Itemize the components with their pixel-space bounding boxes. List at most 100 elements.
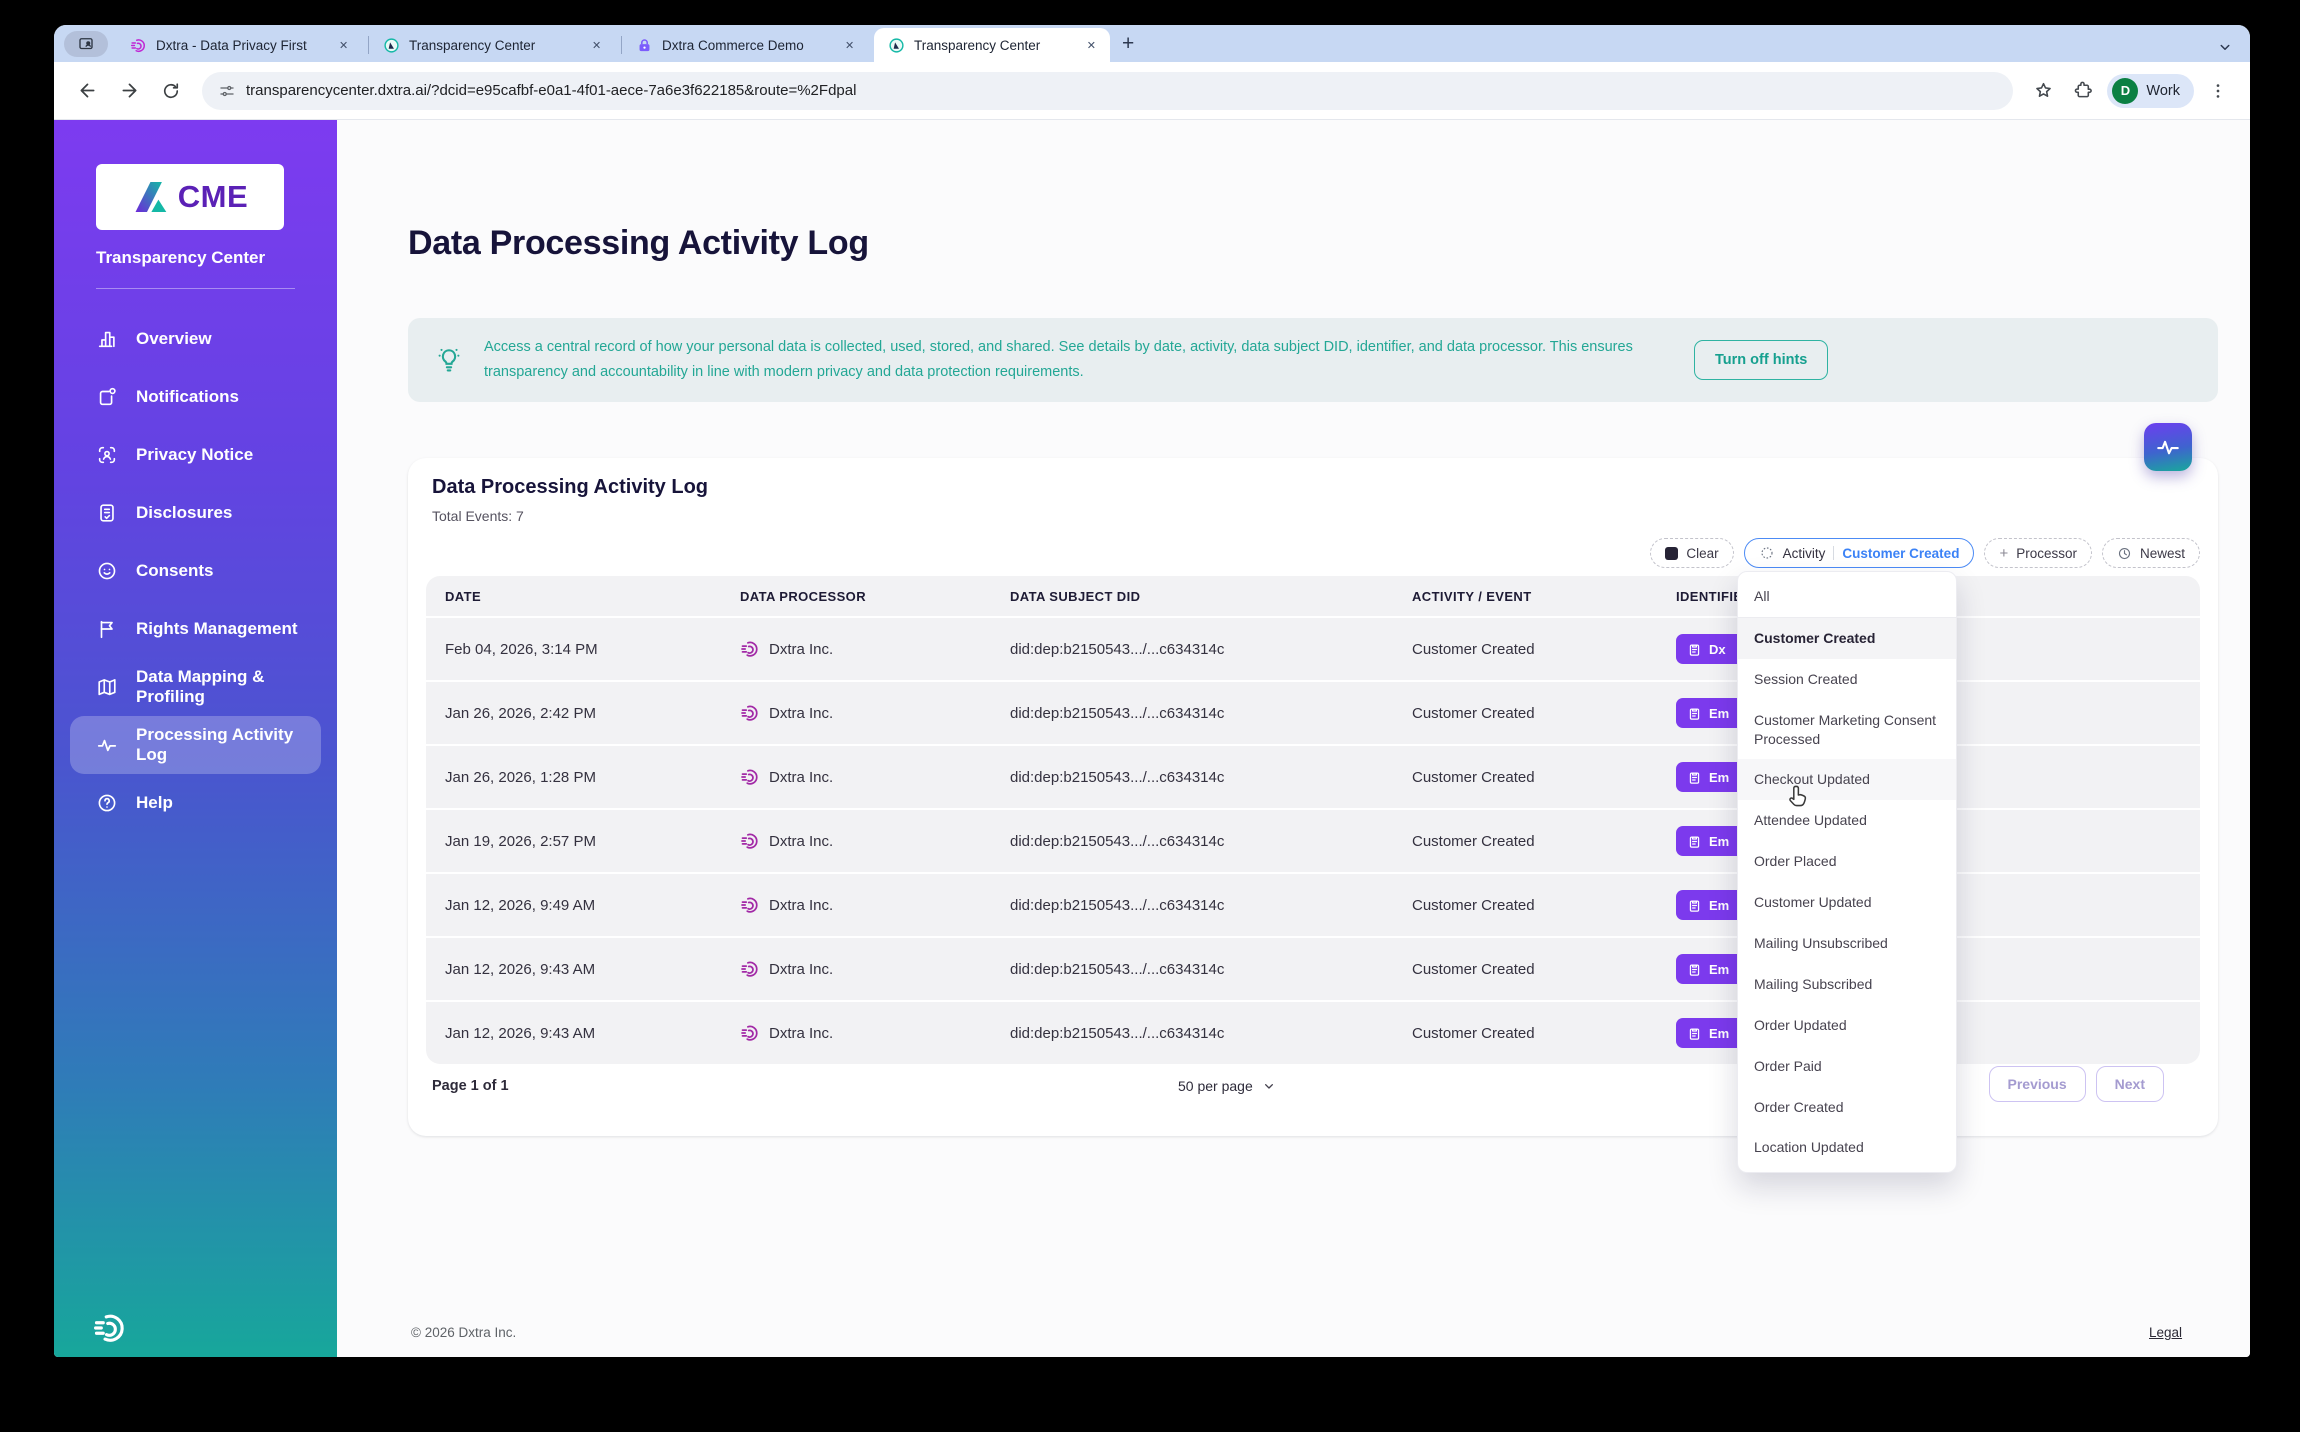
cell-did: did:dep:b2150543.../...c634314c [1010, 1024, 1225, 1042]
sidebar-item-rights-management[interactable]: Rights Management [70, 600, 321, 658]
browser-toolbar: transparencycenter.dxtra.ai/?dcid=e95caf… [54, 62, 2250, 120]
acme-logo-mark-icon [135, 182, 167, 212]
cell-processor: Dxtra Inc. [740, 767, 1010, 787]
dropdown-item-all[interactable]: All [1738, 576, 1956, 618]
cell-activity: Customer Created [1412, 704, 1535, 722]
activity-filter-chip[interactable]: Activity Customer Created [1743, 538, 1975, 568]
page-info: Page 1 of 1 [432, 1078, 509, 1094]
tab-close-icon[interactable]: ✕ [592, 39, 602, 52]
dropdown-item-checkout-updated[interactable]: Checkout Updated [1738, 759, 1956, 801]
dxtra-logo-icon [740, 1023, 760, 1043]
tab-commerce-demo[interactable]: Dxtra Commerce Demo ✕ [622, 28, 874, 62]
dropdown-item-location-updated[interactable]: Location Updated [1754, 1139, 1864, 1156]
tab-close-icon[interactable]: ✕ [1086, 39, 1096, 52]
card-title: Data Processing Activity Log [432, 476, 708, 498]
sidebar-item-help[interactable]: Help [70, 774, 321, 832]
total-events: Total Events: 7 [432, 508, 524, 524]
sidebar-item-notifications[interactable]: Notifications [70, 368, 321, 426]
dropdown-item-order-placed[interactable]: Order Placed [1754, 853, 1837, 870]
browser-menu-icon[interactable] [2202, 75, 2234, 107]
dropdown-item-order-created[interactable]: Order Created [1754, 1098, 1844, 1115]
acme-logo-text: CME [177, 179, 249, 214]
sidebar-item-overview[interactable]: Overview [70, 310, 321, 368]
chip-label: Processor [2016, 545, 2077, 561]
cell-processor: Dxtra Inc. [740, 639, 1010, 659]
dxtra-logo-icon [740, 639, 760, 659]
dropdown-item-customer-marketing-consent-processed[interactable]: Customer Marketing Consent Processed [1754, 711, 1937, 747]
url-text[interactable]: transparencycenter.dxtra.ai/?dcid=e95caf… [246, 82, 857, 99]
dropdown-item-mailing-subscribed[interactable]: Mailing Subscribed [1754, 975, 1873, 992]
previous-button[interactable]: Previous [1988, 1066, 2086, 1102]
clock-icon [2117, 546, 2132, 561]
main-area: Data Processing Activity Log Access a ce… [337, 120, 2250, 1357]
dropdown-item-mailing-unsubscribed[interactable]: Mailing Unsubscribed [1754, 935, 1888, 952]
dropdown-item-session-created[interactable]: Session Created [1754, 670, 1858, 687]
tab-title: Dxtra Commerce Demo [662, 37, 804, 53]
clipboard-icon [1687, 834, 1702, 849]
sidebar-item-label: Notifications [136, 387, 239, 406]
brand-subtitle: Transparency Center [96, 248, 266, 267]
tab-list-chevron-icon[interactable] [2216, 38, 2240, 62]
clipboard-icon [1687, 642, 1702, 657]
reload-button[interactable] [154, 74, 188, 108]
dropdown-item-attendee-updated[interactable]: Attendee Updated [1754, 812, 1867, 829]
tab-title: Dxtra - Data Privacy First [156, 37, 307, 53]
tab-transparency-center-active[interactable]: Transparency Center ✕ [874, 28, 1110, 62]
notification-icon [96, 386, 118, 408]
cell-did: did:dep:b2150543.../...c634314c [1010, 832, 1225, 850]
per-page-select[interactable]: 50 per page [1178, 1078, 1277, 1094]
profile-chip[interactable]: D Work [2107, 73, 2194, 108]
col-date: DATE [445, 588, 482, 604]
sidebar-item-processing-activity-log[interactable]: Processing Activity Log [70, 716, 321, 774]
back-button[interactable] [70, 74, 104, 108]
next-button[interactable]: Next [2095, 1066, 2164, 1102]
turn-off-hints-button[interactable]: Turn off hints [1694, 340, 1829, 380]
extensions-icon[interactable] [2067, 75, 2099, 107]
activity-log-fab[interactable] [2144, 423, 2192, 471]
privacy-person-icon [96, 444, 118, 466]
dropdown-item-customer-updated[interactable]: Customer Updated [1754, 894, 1872, 911]
dxtra-favicon [130, 37, 147, 54]
new-tab-button[interactable]: + [1122, 32, 1135, 55]
tab-close-icon[interactable]: ✕ [339, 39, 349, 52]
tab-close-icon[interactable]: ✕ [845, 39, 855, 52]
sidebar-item-label: Overview [136, 329, 212, 348]
col-processor: DATA PROCESSOR [740, 588, 866, 604]
tab-search-button[interactable] [64, 31, 108, 57]
cell-did: did:dep:b2150543.../...c634314c [1010, 768, 1225, 786]
clipboard-icon [1687, 706, 1702, 721]
sidebar-item-data-mapping[interactable]: Data Mapping & Profiling [70, 658, 321, 716]
dxtra-logo-icon [740, 831, 760, 851]
site-settings-icon[interactable] [218, 82, 236, 100]
dropdown-item-order-paid[interactable]: Order Paid [1754, 1057, 1822, 1074]
cell-processor: Dxtra Inc. [740, 959, 1010, 979]
address-bar[interactable]: transparencycenter.dxtra.ai/?dcid=e95caf… [202, 71, 2014, 110]
cell-did: did:dep:b2150543.../...c634314c [1010, 704, 1225, 722]
clipboard-icon [1687, 1026, 1702, 1041]
cell-processor: Dxtra Inc. [740, 1023, 1010, 1043]
tab-dxtra-privacy[interactable]: Dxtra - Data Privacy First ✕ [116, 28, 368, 62]
table-header: DATE DATA PROCESSOR DATA SUBJECT DID ACT… [426, 576, 2200, 616]
dropdown-item-order-updated[interactable]: Order Updated [1754, 1016, 1847, 1033]
sidebar-item-privacy-notice[interactable]: Privacy Notice [70, 426, 321, 484]
cell-did: did:dep:b2150543.../...c634314c [1010, 960, 1225, 978]
dxtra-logo-icon [740, 895, 760, 915]
help-icon [96, 792, 118, 814]
lightbulb-icon [434, 345, 464, 375]
cell-date: Jan 26, 2026, 2:42 PM [445, 704, 596, 722]
activity-filter-dropdown: All Customer Created Session Created Cus… [1737, 571, 1957, 1174]
sidebar-item-disclosures[interactable]: Disclosures [70, 484, 321, 542]
forward-button[interactable] [112, 74, 146, 108]
dropdown-item-customer-created[interactable]: Customer Created [1738, 617, 1956, 659]
clipboard-icon [1687, 962, 1702, 977]
mouse-cursor-icon [1785, 782, 1813, 810]
filter-bar: Clear Activity Customer Created + Proces… [1650, 538, 2200, 568]
sort-newest-chip[interactable]: Newest [2101, 538, 2200, 568]
sidebar-item-consents[interactable]: Consents [70, 542, 321, 600]
bookmark-star-icon[interactable] [2027, 75, 2059, 107]
sidebar-item-label: Disclosures [136, 503, 233, 522]
clear-filters-chip[interactable]: Clear [1650, 538, 1734, 568]
legal-link[interactable]: Legal [2149, 1325, 2183, 1340]
add-processor-chip[interactable]: + Processor [1984, 538, 2092, 568]
tab-transparency-center-1[interactable]: Transparency Center ✕ [369, 28, 621, 62]
